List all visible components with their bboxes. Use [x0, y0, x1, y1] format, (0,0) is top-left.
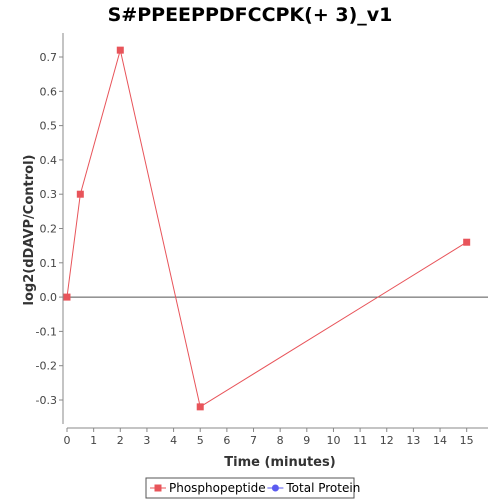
y-axis-label: log2(dDAVP/Control) [22, 155, 37, 306]
y-tick-label: 0.0 [40, 291, 58, 304]
x-tick-label: 1 [90, 434, 97, 447]
legend-marker [154, 484, 162, 492]
series-layer [63, 46, 471, 411]
x-tick-label: 2 [117, 434, 124, 447]
data-point [116, 46, 124, 54]
data-point [463, 238, 471, 246]
data-point [63, 293, 71, 301]
data-point [76, 190, 84, 198]
x-tick-label: 7 [250, 434, 257, 447]
x-tick-label: 4 [170, 434, 177, 447]
y-tick-label: -0.2 [36, 360, 57, 373]
y-tick-label: 0.2 [40, 223, 58, 236]
x-tick-label: 6 [223, 434, 230, 447]
y-tick-label: 0.4 [40, 154, 58, 167]
y-tick-label: -0.1 [36, 325, 57, 338]
y-tick-label: 0.6 [40, 85, 58, 98]
legend-marker [271, 484, 279, 492]
x-tick-label: 0 [64, 434, 71, 447]
x-tick-label: 11 [353, 434, 367, 447]
legend-label: Phosphopeptide [169, 481, 266, 495]
y-axis: -0.3 -0.2 -0.1 0.0 0.1 0.2 0.3 0.4 0.5 0.6 0.7 [36, 51, 63, 407]
y-tick-label: 0.3 [40, 188, 58, 201]
x-tick-label: 12 [380, 434, 394, 447]
x-tick-label: 14 [433, 434, 447, 447]
x-axis: 0 1 2 3 4 5 6 7 8 9 10 11 12 13 14 15 [64, 428, 474, 447]
legend-box [145, 477, 355, 499]
x-tick-label: 3 [143, 434, 150, 447]
y-tick-label: 0.5 [40, 120, 58, 133]
x-tick-label: 13 [406, 434, 420, 447]
plot-background [67, 33, 488, 424]
y-tick-label: 0.1 [40, 257, 58, 270]
x-tick-label: 9 [303, 434, 310, 447]
y-tick-label: 0.7 [40, 51, 58, 64]
x-axis-label: Time (minutes) [224, 455, 335, 470]
x-tick-label: 15 [460, 434, 474, 447]
chart-title: S#PPEEPPDFCCPK(+ 3)_v1 [108, 4, 393, 26]
data-point [196, 403, 204, 411]
x-tick-label: 5 [197, 434, 204, 447]
legend: Phosphopeptide Total Protein [145, 477, 360, 499]
x-tick-label: 8 [277, 434, 284, 447]
plot-frame [62, 33, 488, 429]
y-tick-label: -0.3 [36, 394, 57, 407]
x-tick-label: 10 [326, 434, 340, 447]
legend-label: Total Protein [285, 481, 360, 495]
